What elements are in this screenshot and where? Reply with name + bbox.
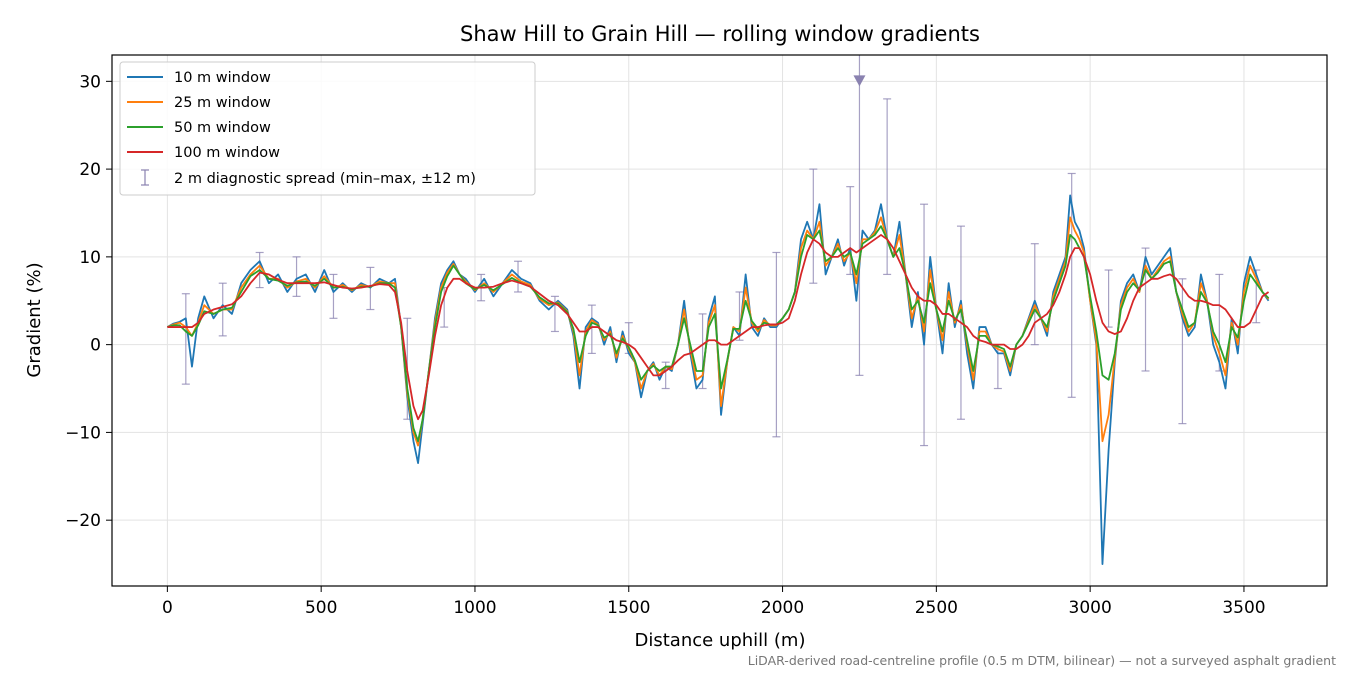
axis-ticks: 0 500 1000 1500 2000 2500 3000 3500 −20 −10 0 10 20 3… xyxy=(65,72,1265,618)
x-tick-label: 0 xyxy=(162,598,173,618)
legend-swatch-spread xyxy=(141,169,149,186)
legend-label-10m: 10 m window xyxy=(174,70,271,86)
x-tick-label: 500 xyxy=(305,598,337,618)
y-axis-label: Gradient (%) xyxy=(24,262,45,377)
errorbar xyxy=(772,251,781,438)
chart-title: Shaw Hill to Grain Hill — rolling window… xyxy=(460,22,980,46)
y-tick-label: 30 xyxy=(79,72,101,92)
legend-label-25m: 25 m window xyxy=(174,95,271,111)
spread-errorbars xyxy=(181,55,1261,447)
errorbar xyxy=(883,98,892,276)
y-tick-label: −10 xyxy=(65,423,101,443)
errorbar xyxy=(1178,278,1187,425)
axes-frame xyxy=(111,54,1328,587)
errorbar xyxy=(809,168,818,284)
x-tick-label: 1000 xyxy=(453,598,496,618)
errorbar xyxy=(1067,172,1076,398)
y-tick-label: 20 xyxy=(79,160,101,180)
clipped-marker xyxy=(853,75,866,87)
y-tick-label: −20 xyxy=(65,511,101,531)
x-axis-label: Distance uphill (m) xyxy=(635,630,806,651)
plot-area xyxy=(166,55,1270,565)
series-100m-line xyxy=(167,234,1270,421)
errorbar xyxy=(181,293,190,385)
legend-label-100m: 100 m window xyxy=(174,145,280,161)
legend-label-50m: 50 m window xyxy=(174,120,271,136)
x-tick-label: 3000 xyxy=(1069,598,1112,618)
errorbar xyxy=(1030,243,1039,346)
legend-label-spread: 2 m diagnostic spread (min–max, ±12 m) xyxy=(174,171,476,187)
errorbar xyxy=(329,273,338,319)
legend-box xyxy=(119,61,536,196)
x-tick-label: 1500 xyxy=(607,598,650,618)
errorbar xyxy=(587,304,596,355)
errorbar xyxy=(550,295,559,333)
footnote: LiDAR-derived road-centreline profile (0… xyxy=(748,653,1336,668)
y-tick-label: 0 xyxy=(90,336,101,356)
errorbar xyxy=(853,55,866,376)
x-tick-label: 3500 xyxy=(1222,598,1265,618)
y-tick-label: 10 xyxy=(79,248,101,268)
errorbar xyxy=(292,256,301,297)
x-tick-label: 2500 xyxy=(915,598,958,618)
x-tick-label: 2000 xyxy=(761,598,804,618)
legend: 10 m window 25 m window 50 m window 100 … xyxy=(119,61,536,196)
